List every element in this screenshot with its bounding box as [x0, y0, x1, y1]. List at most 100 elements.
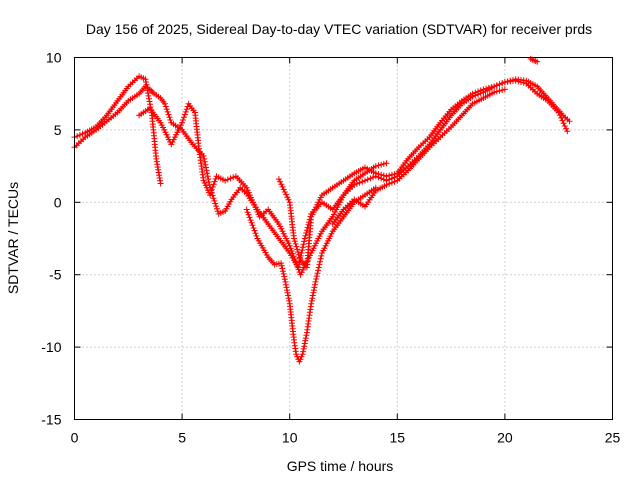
data-point-marker — [204, 173, 211, 180]
data-point-marker — [375, 162, 382, 169]
chart-ticks: 0 5 10 15 20 25 -15 -10 -5 0 5 10 — [41, 50, 620, 446]
data-point-marker — [278, 260, 285, 267]
data-point-marker — [499, 80, 506, 87]
data-point-marker — [163, 106, 170, 113]
data-point-marker — [356, 179, 363, 186]
data-point-marker — [493, 82, 500, 89]
data-point-marker — [485, 84, 492, 91]
data-point-marker — [499, 87, 506, 94]
data-point-marker — [281, 273, 288, 280]
data-point-marker — [472, 89, 479, 96]
data-point-marker — [475, 88, 481, 95]
y-tick-label: -5 — [49, 267, 62, 283]
data-point-marker — [275, 176, 282, 183]
data-point-marker — [283, 191, 290, 198]
data-point-marker — [388, 179, 395, 186]
plot-frame — [74, 57, 613, 420]
data-point-marker — [76, 132, 83, 138]
data-point-marker — [227, 175, 234, 182]
data-point-marker — [205, 176, 212, 183]
series-track-f — [329, 86, 508, 227]
data-point-marker — [560, 120, 567, 127]
data-point-marker — [149, 89, 156, 96]
x-axis-label: GPS time / hours — [287, 458, 394, 474]
data-point-marker — [291, 255, 298, 262]
x-tick-label: 15 — [390, 430, 406, 446]
data-point-marker — [291, 238, 298, 245]
data-point-marker — [313, 273, 320, 280]
series-track-b — [71, 73, 164, 187]
data-point-marker — [510, 76, 516, 83]
x-tick-label: 20 — [497, 430, 513, 446]
data-point-marker — [278, 181, 285, 188]
data-point-marker — [203, 164, 209, 171]
data-point-marker — [299, 247, 306, 254]
data-point-marker — [293, 243, 300, 250]
data-point-marker — [308, 300, 315, 307]
x-tick-label: 5 — [178, 430, 186, 446]
data-point-marker — [295, 249, 301, 256]
data-point-marker — [301, 343, 308, 350]
data-point-marker — [302, 335, 309, 342]
data-point-marker — [210, 181, 217, 188]
data-point-marker — [299, 244, 306, 251]
data-point-marker — [386, 180, 393, 187]
data-point-marker — [209, 184, 216, 190]
data-point-marker — [180, 114, 187, 121]
data-point-marker — [287, 245, 294, 252]
data-point-marker — [491, 89, 498, 96]
data-point-marker — [383, 173, 390, 180]
data-point-marker — [504, 78, 511, 85]
data-point-marker — [391, 171, 398, 178]
data-point-marker — [388, 171, 395, 178]
data-point-marker — [559, 117, 566, 124]
y-axis-label: SDTVAR / TECUs — [5, 182, 21, 294]
data-point-marker — [282, 281, 289, 288]
data-point-marker — [380, 160, 387, 167]
data-point-marker — [281, 189, 288, 195]
data-point-marker — [312, 278, 319, 285]
data-point-marker — [278, 262, 285, 269]
data-point-marker — [301, 235, 308, 242]
data-point-marker — [288, 248, 295, 254]
series-track-e — [275, 76, 573, 271]
data-point-marker — [165, 111, 172, 118]
data-point-marker — [179, 119, 186, 126]
data-point-marker — [213, 203, 220, 210]
data-point-marker — [311, 284, 318, 291]
data-point-marker — [205, 179, 212, 185]
data-point-marker — [180, 117, 186, 123]
data-point-marker — [211, 178, 218, 185]
data-point-marker — [370, 174, 377, 181]
data-point-marker — [483, 85, 490, 92]
data-point-marker — [315, 267, 322, 274]
data-point-marker — [289, 250, 296, 257]
chart-title: Day 156 of 2025, Sidereal Day-to-day VTE… — [86, 21, 592, 37]
data-point-marker — [318, 252, 325, 259]
data-point-marker — [491, 83, 498, 90]
data-point-marker — [293, 261, 300, 268]
data-point-marker — [212, 200, 219, 207]
data-point-marker — [243, 206, 250, 213]
data-point-marker — [162, 103, 169, 110]
data-point-marker — [372, 163, 379, 170]
x-tick-label: 0 — [71, 430, 79, 446]
data-point-marker — [207, 192, 214, 199]
data-point-marker — [313, 276, 320, 282]
data-point-marker — [222, 177, 229, 184]
series-track-c — [136, 100, 390, 278]
data-point-marker — [375, 171, 382, 178]
data-point-marker — [561, 123, 568, 129]
data-point-marker — [301, 238, 308, 245]
data-point-marker — [303, 227, 310, 234]
data-point-marker — [204, 170, 211, 177]
x-tick-label: 10 — [282, 430, 298, 446]
data-point-marker — [246, 214, 253, 221]
data-point-marker — [563, 125, 570, 132]
data-point-marker — [316, 261, 323, 268]
series-track-a — [71, 77, 571, 271]
data-point-marker — [317, 258, 323, 265]
data-point-marker — [79, 130, 86, 137]
data-point-marker — [281, 276, 288, 283]
